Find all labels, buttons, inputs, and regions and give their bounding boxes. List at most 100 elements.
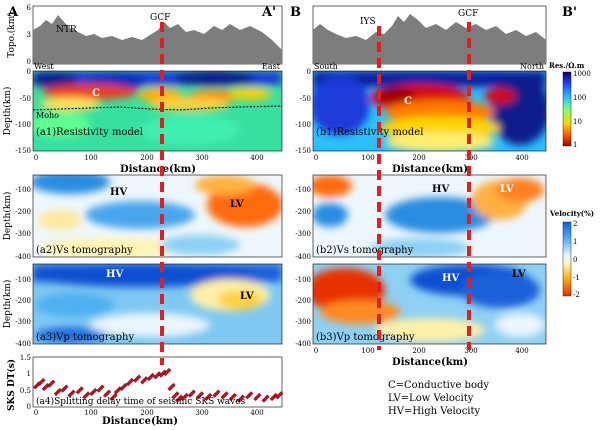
lv-label-a2: LV bbox=[230, 199, 244, 210]
vel-cbar-tick: -2 bbox=[573, 291, 580, 299]
topo-ytick: 3 bbox=[27, 31, 31, 39]
res-ytick: -50 bbox=[20, 95, 31, 103]
moho-label: Moho bbox=[36, 111, 59, 120]
sks-point bbox=[140, 376, 149, 385]
res-ytick: 0 bbox=[307, 68, 311, 76]
sks-point bbox=[67, 389, 76, 398]
res-xtick: 400 bbox=[515, 154, 528, 162]
res-ytick: -50 bbox=[300, 95, 311, 103]
hv-label-b3: HV bbox=[442, 273, 459, 284]
resistivity-yticks-right: 0 -50 -100 -150 bbox=[295, 68, 311, 155]
resistivity-xticks-right: 0 100 200 300 400 bbox=[314, 154, 529, 162]
caption-b2: (b2)Vs tomography bbox=[316, 245, 414, 256]
vs-ytick: -100 bbox=[295, 186, 311, 194]
sks-point bbox=[228, 392, 237, 402]
vs-ytick: -300 bbox=[295, 230, 311, 238]
sks-point bbox=[261, 394, 270, 403]
sks-ytick: 1 bbox=[27, 370, 31, 378]
vp-ytick: -400 bbox=[15, 340, 31, 348]
resistivity-xlabel-right: Distance(km) bbox=[392, 164, 468, 175]
topo-ytick: 0 bbox=[27, 58, 31, 66]
sks-point bbox=[82, 391, 91, 400]
sks-point bbox=[163, 367, 172, 377]
vp-ytick: -300 bbox=[15, 318, 31, 326]
res-xtick: 300 bbox=[195, 154, 208, 162]
sks-point bbox=[171, 391, 180, 400]
res-ytick: 0 bbox=[27, 68, 31, 76]
vs-ytick: -200 bbox=[15, 208, 31, 216]
sks-point bbox=[187, 389, 196, 398]
resistivity-xticks-left: 0 100 200 300 400 bbox=[34, 154, 264, 162]
res-xtick: 200 bbox=[412, 154, 425, 162]
vs-ytick: -100 bbox=[15, 186, 31, 194]
velocity-colorbar-title: Velocity(%) bbox=[549, 209, 594, 218]
vs-ytick: -400 bbox=[15, 253, 31, 261]
sks-point bbox=[212, 389, 221, 398]
topo-yticks: 6 3 0 bbox=[27, 4, 32, 66]
vp-ytick: -100 bbox=[295, 276, 311, 284]
lv-label-a3: LV bbox=[240, 291, 254, 302]
resistivity-colorbar-title: Res./Ω.m bbox=[549, 61, 585, 70]
res-xtick: 400 bbox=[250, 154, 263, 162]
sks-yticks: 1.5 1 0.5 0 bbox=[20, 354, 31, 411]
topo-ylabel: Topo.(km) bbox=[6, 12, 17, 58]
res-cbar-tick: 10 bbox=[573, 118, 582, 126]
vs-ytick: -200 bbox=[295, 208, 311, 216]
sks-point bbox=[245, 391, 254, 400]
vp-ytick: -100 bbox=[15, 276, 31, 284]
gcf-label-left: GCF bbox=[150, 13, 170, 23]
sks-xlabel: Distance(km) bbox=[102, 416, 178, 426]
resistivity-ylabel: Depth(km) bbox=[2, 87, 13, 136]
res-xtick: 0 bbox=[34, 154, 38, 162]
res-xtick: 100 bbox=[84, 154, 97, 162]
caption-a3: (a3)Vp tomography bbox=[36, 332, 134, 343]
conductor-label-left: C bbox=[92, 88, 100, 99]
resistivity-panel-left bbox=[32, 70, 283, 152]
sks-point bbox=[125, 377, 135, 387]
sks-point bbox=[275, 391, 284, 400]
caption-a2: (a2)Vs tomography bbox=[36, 245, 133, 256]
res-ytick: -150 bbox=[295, 147, 311, 155]
sks-ytick: 0.5 bbox=[20, 387, 31, 395]
vp-xtick: 400 bbox=[515, 347, 528, 355]
sks-point bbox=[158, 369, 167, 378]
hv-label-a3: HV bbox=[106, 269, 123, 280]
sks-xtick: 0 bbox=[34, 409, 38, 417]
sks-point bbox=[75, 386, 84, 395]
sks-point bbox=[89, 387, 98, 397]
vel-cbar-tick: 1 bbox=[573, 238, 577, 246]
vs-panel-right bbox=[312, 174, 547, 258]
res-cbar-tick: 100 bbox=[573, 94, 586, 102]
vp-panel-left bbox=[32, 263, 283, 345]
vp-ytick: -400 bbox=[295, 340, 311, 348]
res-cbar-tick: 1000 bbox=[573, 70, 591, 78]
profile-label-a-prime: A' bbox=[261, 5, 276, 20]
south-label: South bbox=[314, 62, 338, 71]
hv-label-b2: HV bbox=[432, 184, 449, 195]
res-ytick: -150 bbox=[15, 147, 31, 155]
sks-xticks: 0 100 200 300 400 bbox=[34, 409, 264, 417]
iys-label: IYS bbox=[360, 17, 376, 27]
res-xtick: 0 bbox=[314, 154, 318, 162]
vel-cbar-tick: 2 bbox=[573, 220, 577, 228]
legend: C=Conductive body LV=Low Velocity HV=Hig… bbox=[388, 380, 489, 417]
vp-xtick: 100 bbox=[361, 347, 374, 355]
resistivity-colorbar-ticks: 1000 100 10 1 bbox=[573, 70, 591, 149]
sks-point bbox=[133, 374, 142, 383]
sks-xtick: 400 bbox=[250, 409, 263, 417]
gcf-label-right: GCF bbox=[458, 9, 478, 19]
sks-point bbox=[96, 384, 105, 393]
res-xtick: 200 bbox=[140, 154, 153, 162]
resistivity-panel-right bbox=[312, 70, 547, 152]
sks-ylabel: SKS DT(s) bbox=[6, 359, 17, 411]
velocity-colorbar-ticks: 2 1 0 -1 -2 bbox=[573, 220, 580, 299]
sks-point bbox=[180, 392, 189, 402]
vp-xlabel-right: Distance(km) bbox=[392, 357, 468, 368]
vp-ytick: -200 bbox=[295, 297, 311, 305]
vp-xtick: 300 bbox=[464, 347, 477, 355]
profile-label-b-prime: B' bbox=[562, 5, 577, 20]
east-label: East bbox=[262, 62, 281, 71]
vel-cbar-tick: -1 bbox=[573, 274, 580, 282]
vp-ytick: -300 bbox=[295, 318, 311, 326]
sks-marks bbox=[32, 367, 284, 403]
